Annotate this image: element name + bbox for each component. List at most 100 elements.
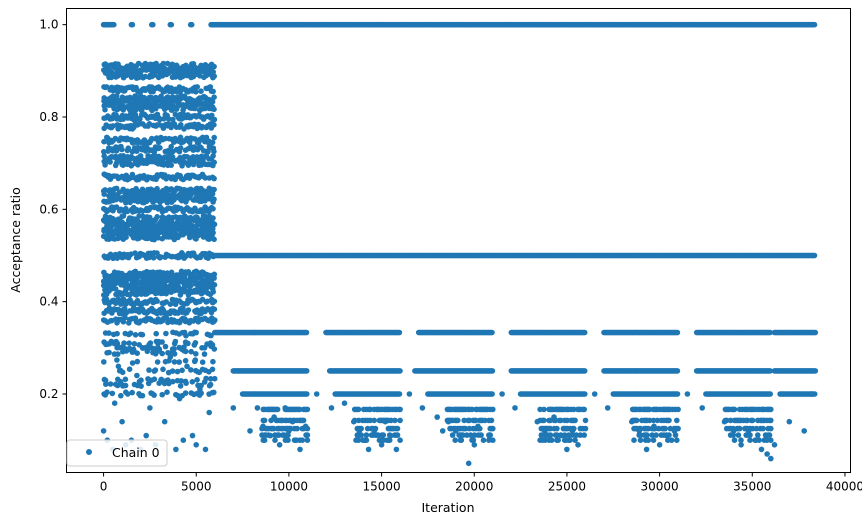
data-point (177, 383, 184, 389)
data-point (183, 332, 189, 339)
data-point (211, 106, 217, 113)
data-point (138, 377, 144, 384)
data-point (162, 343, 169, 350)
data-point (674, 391, 681, 397)
data-point (147, 340, 154, 346)
data-point (160, 366, 166, 373)
data-point (106, 288, 112, 295)
data-point (114, 330, 120, 337)
data-point (113, 196, 119, 203)
data-point (182, 357, 189, 364)
data-point (211, 306, 218, 313)
data-point (113, 93, 120, 99)
data-point (211, 73, 217, 79)
data-point (304, 391, 310, 397)
data-point (199, 359, 206, 366)
data-point (123, 348, 130, 354)
data-point (126, 340, 132, 347)
data-point (194, 84, 200, 90)
data-point (274, 406, 281, 413)
data-point (145, 380, 152, 387)
data-point (489, 368, 496, 374)
data-point (182, 348, 189, 355)
data-point (582, 391, 588, 397)
data-point (211, 63, 217, 70)
data-point (166, 380, 172, 387)
data-point (396, 391, 403, 397)
data-point (118, 392, 124, 399)
data-point (193, 351, 199, 357)
data-point (192, 340, 199, 346)
data-point (151, 392, 157, 398)
data-point (114, 357, 120, 363)
data-point (490, 406, 496, 413)
data-point (107, 381, 114, 387)
data-point (118, 65, 124, 71)
data-point (146, 367, 152, 373)
data-point (193, 329, 199, 336)
data-point (172, 158, 178, 164)
data-point (104, 273, 111, 280)
data-point (172, 338, 179, 345)
data-point (139, 331, 146, 338)
data-point (126, 366, 133, 373)
data-point (303, 329, 310, 336)
data-point (123, 234, 129, 240)
data-point (489, 391, 495, 397)
data-point (201, 351, 208, 357)
data-point (108, 223, 115, 229)
data-point (209, 366, 216, 373)
data-point (211, 175, 217, 182)
data-point (211, 116, 218, 123)
data-point (541, 406, 547, 413)
data-point (767, 391, 773, 397)
data-point (188, 21, 195, 28)
data-point (151, 218, 158, 224)
data-point (119, 146, 125, 153)
data-point (211, 236, 217, 243)
data-point (210, 253, 217, 260)
data-point (211, 375, 218, 382)
data-point (168, 162, 174, 168)
data-point (127, 330, 134, 337)
data-point (183, 380, 189, 387)
data-point (198, 88, 204, 94)
data-point (581, 329, 588, 336)
data-point (134, 358, 141, 365)
data-point (131, 341, 138, 347)
data-point (209, 191, 216, 197)
data-point (109, 390, 116, 397)
data-point (122, 376, 129, 383)
data-point (397, 406, 403, 413)
data-point (157, 145, 163, 151)
data-point (674, 329, 681, 336)
data-point (152, 367, 159, 373)
data-point (165, 70, 172, 77)
data-point (581, 368, 588, 374)
data-point (119, 369, 126, 376)
data-point (489, 329, 495, 336)
data-point (114, 382, 121, 389)
data-point (163, 330, 169, 337)
data-point (211, 298, 218, 305)
data-point (101, 191, 107, 197)
data-point (134, 350, 140, 357)
data-point (159, 391, 165, 398)
data-point (194, 377, 200, 383)
data-point (210, 289, 216, 295)
data-point (210, 215, 216, 221)
data-point (164, 389, 170, 396)
data-points-layer (100, 21, 819, 467)
data-point (115, 351, 121, 357)
data-point (210, 88, 216, 95)
data-point (153, 105, 159, 112)
data-point (189, 379, 196, 385)
data-point (176, 359, 182, 365)
data-point (159, 350, 165, 357)
data-point (207, 381, 214, 388)
data-point (211, 159, 217, 166)
data-point (102, 106, 108, 113)
data-point (812, 329, 819, 336)
data-point (107, 159, 113, 165)
